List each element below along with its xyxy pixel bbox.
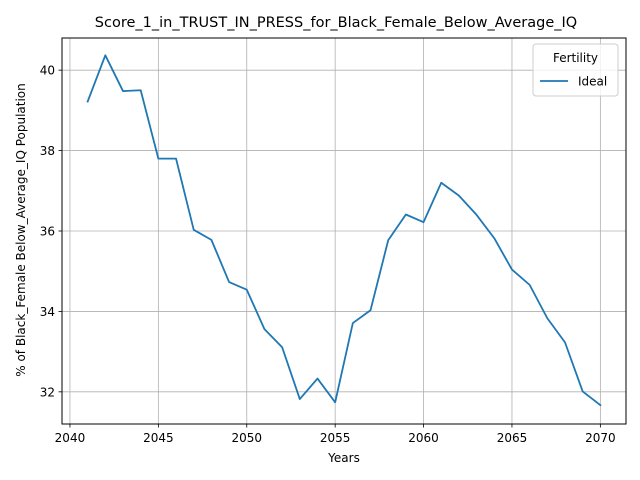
x-tick-label: 2055 bbox=[320, 431, 351, 445]
x-tick-label: 2045 bbox=[143, 431, 174, 445]
axis-ticks: 2040 2045 2050 2055 2060 2065 2070 32 34 36 38 40 bbox=[40, 64, 616, 445]
legend-title: Fertility bbox=[553, 51, 598, 65]
x-axis-label: Years bbox=[327, 451, 360, 465]
y-tick-label: 38 bbox=[40, 144, 55, 158]
legend-label-ideal: Ideal bbox=[578, 75, 607, 89]
chart-title: Score_1_in_TRUST_IN_PRESS_for_Black_Fema… bbox=[95, 15, 577, 31]
legend-box bbox=[532, 43, 619, 97]
y-tick-label: 36 bbox=[40, 225, 55, 239]
x-tick-label: 2040 bbox=[55, 431, 86, 445]
y-tick-label: 34 bbox=[40, 305, 55, 319]
y-tick-label: 40 bbox=[40, 64, 55, 78]
x-tick-label: 2065 bbox=[497, 431, 528, 445]
x-tick-label: 2060 bbox=[408, 431, 439, 445]
y-tick-label: 32 bbox=[40, 385, 55, 399]
y-axis-label: % of Black_Female Below_Average_IQ Popul… bbox=[14, 83, 28, 377]
x-tick-label: 2070 bbox=[585, 431, 616, 445]
legend: Fertility Ideal bbox=[532, 43, 619, 97]
x-tick-label: 2050 bbox=[231, 431, 262, 445]
series-line-ideal bbox=[86, 54, 602, 407]
series-lines bbox=[86, 54, 602, 407]
